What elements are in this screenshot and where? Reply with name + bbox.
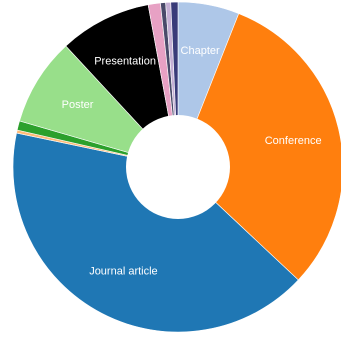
slice-label-chapter: Chapter [181,45,220,57]
slice-label-conference: Conference [265,135,322,147]
slice-journal-article [12,132,299,333]
slice-label-poster: Poster [62,99,94,111]
slice-label-presentation: Presentation [94,55,156,67]
slice-conference [177,13,341,281]
donut-hole [126,115,230,219]
slice-label-journal-article: Journal article [89,266,157,278]
slices-layer [12,1,341,333]
labels-layer: Chapter Conference Journal article Poster Pr… [62,45,322,278]
